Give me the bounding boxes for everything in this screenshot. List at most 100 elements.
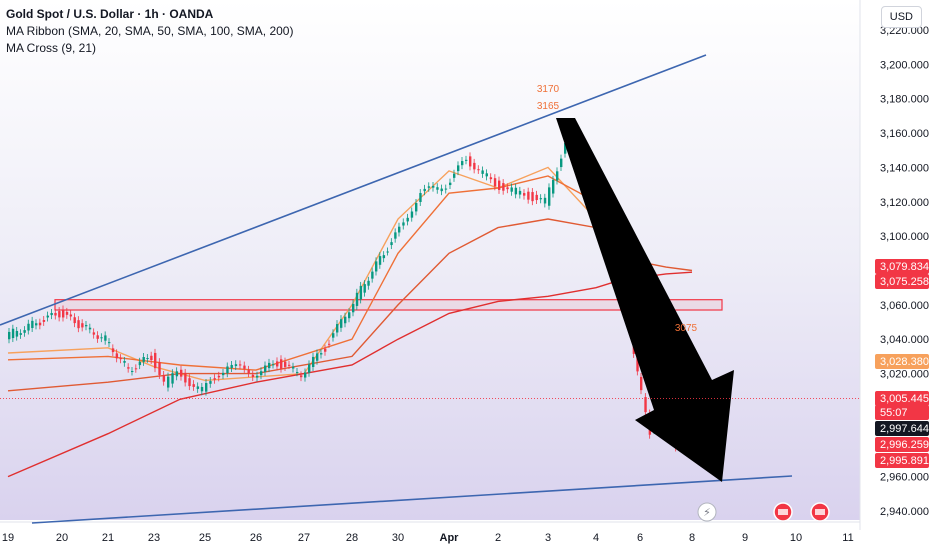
x-tick-label: Apr	[440, 532, 460, 544]
candle-body	[123, 361, 126, 363]
candle-body	[11, 328, 15, 339]
indicator-ma-cross[interactable]: MA Cross (9, 21)	[6, 41, 97, 55]
candle-body	[200, 386, 204, 392]
flag-stripes	[815, 509, 825, 515]
candle-body	[449, 182, 452, 186]
candle-body	[150, 355, 153, 361]
currency-button[interactable]: USD	[880, 6, 922, 28]
candle-body	[226, 366, 229, 374]
candle-body	[77, 320, 80, 329]
candle-body	[489, 177, 493, 180]
candle-body	[264, 365, 267, 372]
y-tick-label: 3,140.000	[880, 162, 929, 174]
y-tick-label: 2,940.000	[880, 506, 929, 518]
candle-body	[352, 303, 355, 313]
candle-body	[127, 367, 130, 369]
candle-body	[175, 371, 179, 377]
candle-body	[427, 186, 431, 188]
candle-body	[138, 361, 142, 366]
candle-body	[50, 312, 53, 316]
candle-body	[535, 194, 538, 201]
price-label-box	[875, 354, 929, 369]
candle-body	[300, 375, 303, 378]
down-arrow-drawing[interactable]	[556, 118, 734, 482]
chart-title[interactable]: Gold Spot / U.S. Dollar · 1h · OANDA	[6, 7, 214, 21]
flag-stripes	[778, 509, 788, 515]
candle-body	[355, 292, 359, 306]
price-label-text: 2,996.259	[880, 439, 929, 451]
candle-body	[284, 361, 287, 367]
candle-body	[115, 353, 119, 359]
x-tick-label: 3	[545, 532, 551, 544]
candle-body	[527, 191, 530, 200]
candle-body	[85, 325, 88, 327]
candle-body	[239, 364, 242, 366]
candle-body	[31, 320, 34, 328]
candle-body	[312, 356, 315, 368]
indicator-ma-ribbon[interactable]: MA Ribbon (SMA, 20, SMA, 50, SMA, 100, S…	[6, 24, 294, 38]
candle-body	[154, 352, 157, 369]
rising-trendline[interactable]	[0, 54, 707, 326]
candle-body	[332, 333, 335, 338]
candle-body	[378, 256, 382, 265]
candle-body	[292, 366, 295, 369]
lightning-glyph: ⚡	[703, 506, 711, 519]
lower-trendline[interactable]	[31, 475, 793, 524]
candle-body	[58, 311, 61, 318]
x-tick-label: 2	[495, 532, 501, 544]
candle-body	[15, 330, 19, 337]
candle-body	[543, 197, 547, 204]
x-tick-label: 6	[637, 532, 643, 544]
candle-body	[280, 359, 283, 369]
candle-body	[209, 381, 212, 384]
candle-body	[96, 335, 99, 339]
candle-body	[432, 185, 435, 188]
lightning-event-icon[interactable]	[697, 502, 717, 522]
y-tick-label: 2,960.000	[880, 472, 929, 484]
price-label-text: 3,028.380	[880, 356, 929, 368]
x-tick-label: 23	[148, 532, 160, 544]
candle-body	[217, 375, 221, 378]
candle-body	[111, 348, 115, 353]
price-label-box	[875, 391, 929, 406]
candle-body	[423, 188, 426, 192]
candle-body	[367, 280, 370, 286]
resistance-zone	[54, 299, 723, 311]
candle-body	[636, 354, 639, 372]
candle-body	[640, 376, 643, 391]
candle-body	[276, 361, 279, 367]
candle-body	[213, 378, 216, 380]
candle-body	[222, 372, 225, 376]
y-tick-label: 3,120.000	[880, 197, 929, 209]
candle-body	[453, 173, 456, 178]
candle-body	[398, 226, 401, 233]
y-tick-label: 3,200.000	[880, 59, 929, 71]
candle-body	[436, 187, 439, 190]
candle-body	[363, 284, 366, 293]
candle-body	[444, 188, 448, 190]
candle-body	[465, 159, 468, 161]
candle-body	[415, 202, 418, 212]
candle-body	[288, 364, 291, 366]
candle-body	[304, 372, 307, 378]
candle-body	[514, 187, 518, 195]
candle-body	[348, 312, 351, 319]
candle-body	[247, 369, 250, 374]
candle-body	[65, 311, 69, 315]
candle-body	[8, 331, 11, 340]
candle-body	[498, 180, 501, 190]
candle-body	[42, 320, 46, 322]
candle-body	[344, 316, 347, 324]
candle-body	[23, 330, 26, 333]
price-label-box	[875, 259, 929, 274]
candle-body	[180, 369, 183, 377]
candle-body	[359, 285, 363, 300]
candle-body	[390, 242, 393, 246]
y-tick-label: 3,180.000	[880, 94, 929, 106]
chart-legend: Gold Spot / U.S. Dollar · 1h · OANDA MA …	[6, 6, 293, 57]
candle-body	[81, 323, 84, 328]
candle-body	[340, 319, 343, 328]
candle-body	[506, 187, 509, 190]
